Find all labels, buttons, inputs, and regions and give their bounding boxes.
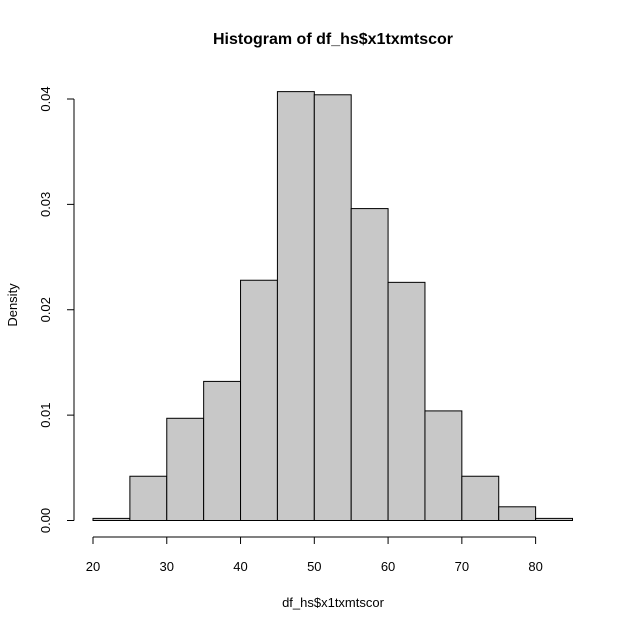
chart-title: Histogram of df_hs$x1txmtscor [213, 31, 453, 48]
y-axis: 0.00 0.01 0.02 0.03 0.04 [38, 86, 75, 533]
histogram-bar [276, 91, 315, 521]
histogram-bar [129, 475, 168, 521]
histogram-bar [535, 517, 573, 522]
y-tick-label: 0.03 [38, 192, 53, 217]
histogram-bar [498, 506, 537, 521]
bars-group [92, 91, 573, 522]
y-tick-label: 0.01 [38, 402, 53, 427]
histogram-bar [424, 410, 463, 521]
x-tick-label: 70 [455, 559, 469, 574]
histogram-bar [240, 279, 278, 521]
x-tick-label: 30 [160, 559, 174, 574]
histogram-bar [387, 281, 426, 522]
histogram-bar [313, 94, 352, 521]
y-tick-label: 0.00 [38, 508, 53, 533]
x-axis-label: df_hs$x1txmtscor [282, 595, 385, 610]
x-tick-label: 80 [528, 559, 542, 574]
y-tick-label: 0.02 [38, 297, 53, 322]
histogram-bar [92, 517, 131, 522]
x-tick-label: 50 [307, 559, 321, 574]
histogram-bar [203, 380, 242, 521]
x-axis: 20 30 40 50 60 70 80 [86, 536, 543, 574]
x-tick-label: 60 [381, 559, 395, 574]
y-axis-label: Density [5, 283, 20, 327]
histogram-bar [350, 208, 389, 521]
x-tick-label: 20 [86, 559, 100, 574]
x-tick-label: 40 [233, 559, 247, 574]
y-tick-label: 0.04 [38, 86, 53, 111]
histogram-bar [461, 475, 500, 521]
histogram-bar [166, 417, 205, 522]
